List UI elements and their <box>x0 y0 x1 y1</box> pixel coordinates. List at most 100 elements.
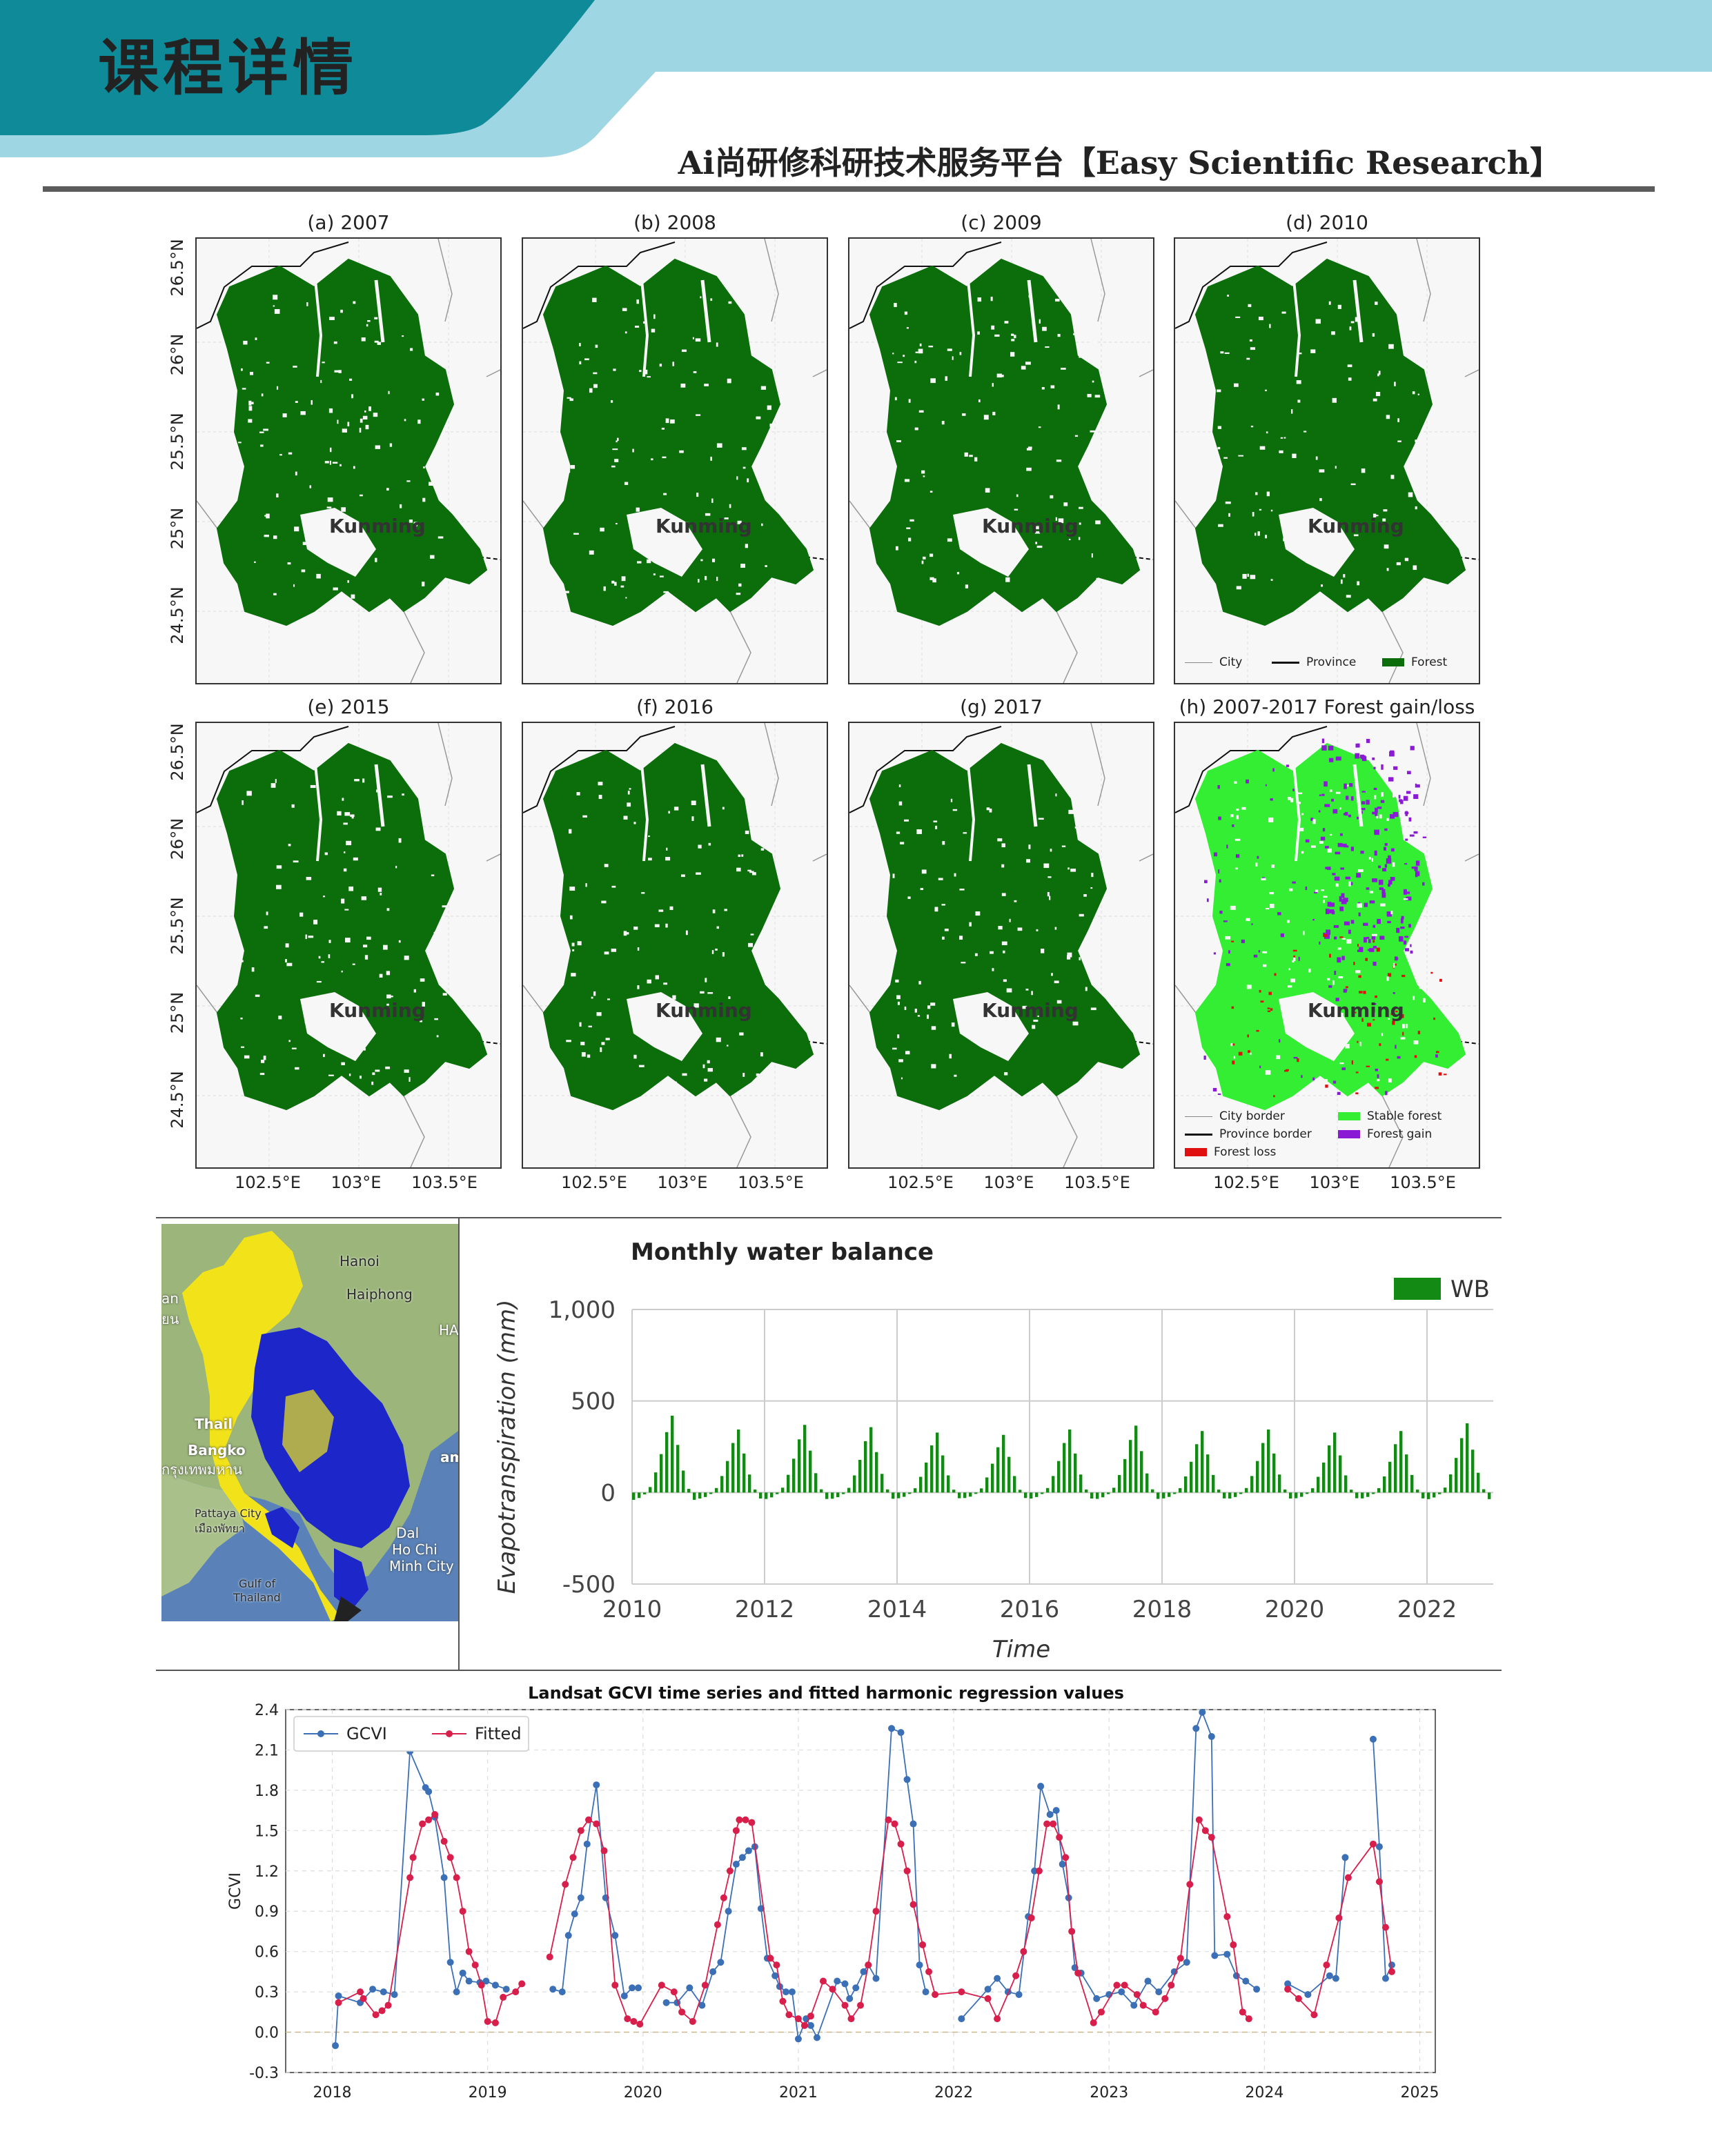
wb-bar <box>742 1453 746 1493</box>
wb-bar <box>1482 1489 1486 1493</box>
latitude-tick-label: 26°N <box>168 818 187 860</box>
fitted-point <box>1062 1854 1070 1861</box>
y-tick-label: 500 <box>571 1388 616 1416</box>
gcvi-point <box>1304 1991 1312 1999</box>
legend-marker <box>446 1730 453 1737</box>
fitted-point <box>459 1908 466 1915</box>
gcvi-point <box>1093 1995 1101 2002</box>
y-axis-label: Evapotranspiration (mm) <box>493 1300 521 1594</box>
fitted-point <box>1152 2008 1159 2016</box>
fitted-point <box>742 1816 749 1823</box>
gcvi-point <box>958 2015 965 2023</box>
wb-bar <box>1223 1492 1226 1499</box>
gcvi-point <box>897 1729 905 1737</box>
wb-bar <box>1466 1423 1469 1493</box>
longitude-tick-label: 103.5°E <box>1390 1173 1456 1192</box>
wb-bar <box>963 1492 967 1499</box>
gcvi-point <box>1155 1988 1163 1996</box>
wb-bar <box>1388 1461 1392 1493</box>
wb-bar <box>1261 1443 1265 1493</box>
gcvi-point <box>1015 1991 1023 1999</box>
legend-label: WB <box>1450 1276 1490 1303</box>
map-panel-title: (d) 2010 <box>1286 211 1368 234</box>
legend-swatch <box>1185 1133 1212 1136</box>
wb-bar <box>671 1415 674 1493</box>
wb-bar <box>754 1489 757 1493</box>
wb-bar <box>1245 1487 1248 1493</box>
map-panel: Kunming City border Province border Forest … <box>1174 722 1480 1169</box>
wb-bar <box>654 1472 658 1493</box>
map-panel: Kunming <box>848 722 1154 1169</box>
legend-item: City <box>1185 655 1242 669</box>
fitted-point <box>1310 2011 1318 2019</box>
x-tick-label: 2016 <box>1000 1596 1060 1623</box>
gcvi-point <box>425 1788 433 1795</box>
map-graphic <box>523 239 827 683</box>
gcvi-point <box>745 1847 752 1855</box>
wb-bar <box>1421 1492 1425 1499</box>
header-shape <box>0 0 656 157</box>
fitted-point <box>1323 1961 1330 1969</box>
longitude-tick-label: 102.5°E <box>887 1173 954 1192</box>
wb-bar <box>1289 1492 1292 1499</box>
fitted-point <box>1097 2008 1105 2016</box>
legend-item: Province <box>1272 655 1356 669</box>
wb-bar <box>1079 1474 1083 1493</box>
gcvi-point <box>686 1984 693 1992</box>
wb-bar <box>770 1492 774 1498</box>
wb-bar <box>1019 1490 1022 1493</box>
wb-bar <box>759 1492 762 1499</box>
city-label: Kunming <box>656 999 752 1022</box>
wb-bar <box>1107 1492 1110 1494</box>
city-label: Kunming <box>982 515 1079 537</box>
wb-bar <box>1118 1474 1121 1493</box>
latitude-tick-label: 24.5°N <box>168 1071 187 1129</box>
wb-bar <box>1085 1489 1088 1493</box>
fitted-point <box>335 1999 342 2006</box>
map-panel-title: (g) 2017 <box>960 695 1043 718</box>
wb-bar <box>1416 1490 1419 1493</box>
wb-bar <box>985 1477 989 1493</box>
map-graphic <box>849 239 1153 683</box>
legend-label: Forest gain <box>1367 1127 1433 1141</box>
wb-bar <box>814 1473 818 1493</box>
gcvi-point <box>1199 1708 1206 1716</box>
wb-bar <box>1101 1492 1105 1498</box>
inset-map-label: เมืองพัทยา <box>195 1522 245 1535</box>
wb-bar <box>1234 1492 1237 1497</box>
y-tick-label: -500 <box>562 1571 616 1599</box>
fitted-point <box>585 1816 593 1823</box>
wb-bar <box>643 1492 647 1494</box>
fitted-point <box>994 2015 1001 2023</box>
wb-bar <box>726 1461 729 1493</box>
fitted-point <box>909 1901 917 1908</box>
fitted-point <box>577 1827 584 1834</box>
gcvi-point <box>916 1961 923 1969</box>
wb-bar <box>1112 1487 1116 1493</box>
wb-bar <box>875 1452 878 1493</box>
gcvi-point <box>903 1776 911 1783</box>
gcvi-point <box>1332 1975 1339 1982</box>
wb-bar <box>1427 1492 1430 1499</box>
wb-bar <box>1239 1492 1243 1494</box>
inset-map-label: Thailand <box>233 1591 281 1604</box>
x-tick-label: 2023 <box>1090 2084 1128 2101</box>
latitude-tick-label: 26°N <box>168 333 187 376</box>
x-tick-label: 2010 <box>602 1596 662 1623</box>
wb-bar <box>880 1474 884 1493</box>
wb-bar <box>638 1492 641 1499</box>
fitted-point <box>1090 2019 1097 2026</box>
wb-bar <box>914 1488 917 1493</box>
gcvi-point <box>852 1984 860 1992</box>
fitted-point <box>903 1867 911 1875</box>
wb-bar <box>1477 1472 1480 1493</box>
wb-bar <box>1030 1492 1033 1499</box>
fitted-point <box>1177 1955 1184 1962</box>
fitted-point <box>546 1953 553 1961</box>
fitted-point <box>829 1986 836 1993</box>
wb-bar <box>831 1492 834 1499</box>
fitted-point <box>1245 2015 1252 2023</box>
gcvi-point <box>872 1975 880 1982</box>
fitted-point <box>491 2019 499 2026</box>
longitude-tick-label: 103.5°E <box>738 1173 804 1192</box>
